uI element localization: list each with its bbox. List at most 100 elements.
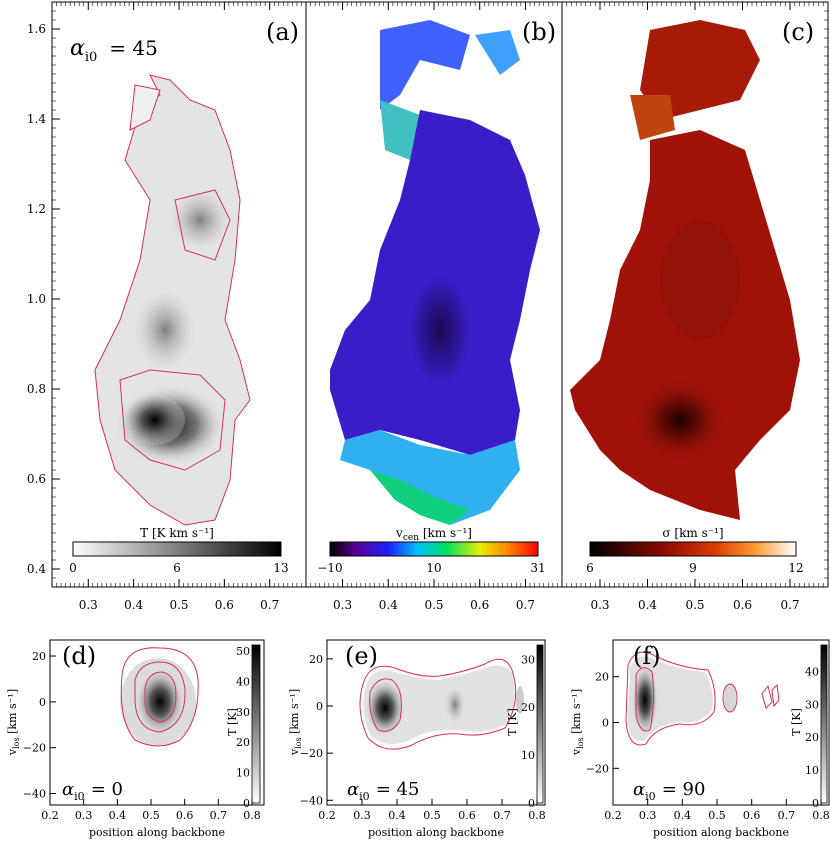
y-tick-label: −20 (23, 742, 46, 755)
ylabel-main: v (288, 748, 301, 756)
colorbar-tick-label: 10 (805, 764, 819, 777)
panel-d-frame (49, 639, 265, 806)
panel-f-colorbar-label: T [K] (790, 708, 803, 736)
y-tick-label: 1.4 (27, 112, 46, 126)
y-tick-label: 1.6 (27, 22, 46, 36)
panel-b-label: (b) (522, 18, 556, 46)
y-tick-label: 1.0 (27, 292, 46, 306)
ylabel-tail: [km s⁻¹] (570, 689, 583, 738)
panel-d-colorbar (251, 644, 261, 804)
x-tick-label: 0.8 (243, 809, 261, 822)
alpha-value: = 45 (376, 779, 420, 800)
panel-c-label: (c) (782, 18, 814, 46)
panel-d-ylabel: vlos [km s⁻¹] (6, 689, 21, 756)
y-tick-label: 0 (316, 700, 323, 713)
y-tick-label: −40 (300, 794, 323, 807)
x-tick-label: 0.5 (423, 809, 441, 822)
ylabel-tail: [km s⁻¹] (288, 689, 301, 738)
y-tick-label: 0 (39, 696, 46, 709)
ylabel-sub: los (12, 737, 21, 748)
colorbar-tick-label: 20 (236, 736, 250, 749)
colorbar-b-label-tail: [km s⁻¹] (419, 526, 472, 540)
x-tick-label: 0.5 (169, 598, 188, 612)
colorbar-b-tick: 10 (426, 561, 441, 575)
x-tick-label: 0.5 (424, 598, 443, 612)
colorbar-a-label: T [K km s⁻¹] (140, 526, 214, 540)
y-tick-label: 0.4 (27, 562, 46, 576)
colorbar-b-tick: −10 (317, 561, 342, 575)
x-tick-label: 0.3 (353, 809, 371, 822)
panel-a-alpha: αi0 = 45 (70, 36, 158, 65)
x-tick-label: 0.6 (458, 809, 476, 822)
colorbar-b-tick: 31 (530, 561, 545, 575)
panel-b-image (330, 20, 540, 525)
y-tick-label: 0.8 (27, 382, 46, 396)
x-tick-label: 0.8 (812, 809, 830, 822)
panel-d-image (120, 647, 199, 747)
x-tick-label: 0.2 (41, 809, 59, 822)
alpha-symbol: α (70, 36, 85, 61)
colorbar-c-tick: 12 (788, 561, 803, 575)
x-tick-label: 0.7 (493, 809, 511, 822)
alpha-value: = 90 (662, 779, 706, 800)
colorbar-a-tick: 6 (173, 561, 181, 575)
colorbar-tick-label: 40 (236, 675, 250, 688)
panel-a-image (94, 74, 251, 526)
x-tick-label: 0.7 (210, 809, 228, 822)
x-tick-label: 0.4 (109, 809, 127, 822)
alpha-sub: i0 (359, 790, 370, 803)
panel-d-colorbar-label: T [K] (226, 708, 239, 736)
x-tick-label: 0.8 (528, 809, 546, 822)
colorbar-b-label: vcen [km s⁻¹] (395, 526, 472, 543)
x-tick-label: 0.6 (733, 598, 752, 612)
x-tick-label: 0.5 (685, 598, 704, 612)
colorbar-a-tick: 0 (69, 561, 77, 575)
panel-f-label: (f) (633, 642, 661, 670)
panel-a-label: (a) (266, 18, 299, 46)
colorbar-a: T [K km s⁻¹] 0 6 13 (69, 526, 288, 575)
x-tick-label: 0.6 (176, 809, 194, 822)
colorbar-tick-label: 50 (236, 645, 250, 658)
panel-e-colorbar (536, 644, 544, 804)
x-tick-label: 0.6 (215, 598, 234, 612)
panel-c-image (570, 20, 800, 520)
x-tick-label: 0.4 (388, 809, 406, 822)
y-tick-label: 20 (309, 653, 323, 666)
panel-e-image (359, 658, 524, 750)
colorbar-tick-label: 10 (521, 749, 535, 762)
alpha-value: = 0 (91, 779, 123, 800)
colorbar-tick-label: 30 (236, 706, 250, 719)
y-tick-label: 20 (595, 671, 609, 684)
colorbar-tick-label: 40 (805, 665, 819, 678)
panel-e-alpha: αi0 = 45 (347, 779, 419, 803)
panel-d-label: (d) (62, 642, 96, 670)
alpha-symbol: α (633, 779, 645, 800)
x-tick-label: 0.2 (604, 809, 622, 822)
colorbar-tick-label: 0 (243, 797, 250, 810)
x-tick-label: 0.6 (743, 809, 761, 822)
x-tick-label: 0.2 (318, 809, 336, 822)
ylabel-main: v (570, 748, 583, 756)
x-tick-label: 0.3 (639, 809, 657, 822)
panel-e-frame (326, 639, 546, 806)
alpha-value: = 45 (109, 36, 158, 60)
y-tick-label: −20 (586, 762, 609, 775)
colorbar-b-label-sub: cen (403, 533, 419, 543)
x-tick-label: 0.7 (516, 598, 535, 612)
x-tick-label: 0.5 (708, 809, 726, 822)
y-tick-label: 1.2 (27, 202, 46, 216)
panel-e-label: (e) (345, 642, 378, 670)
x-tick-label: 0.3 (79, 598, 98, 612)
alpha-sub: i0 (85, 50, 97, 65)
y-tick-label: 0 (602, 717, 609, 730)
x-tick-label: 0.7 (780, 598, 799, 612)
alpha-sub: i0 (74, 790, 85, 803)
colorbar-c-tick: 9 (689, 561, 697, 575)
panel-f-alpha: αi0 = 90 (633, 779, 705, 803)
colorbar-tick-label: 30 (805, 698, 819, 711)
y-tick-label: 0.6 (27, 472, 46, 486)
panel-f-image (625, 651, 780, 746)
colorbar-tick-label: 20 (805, 731, 819, 744)
x-tick-label: 0.3 (75, 809, 93, 822)
